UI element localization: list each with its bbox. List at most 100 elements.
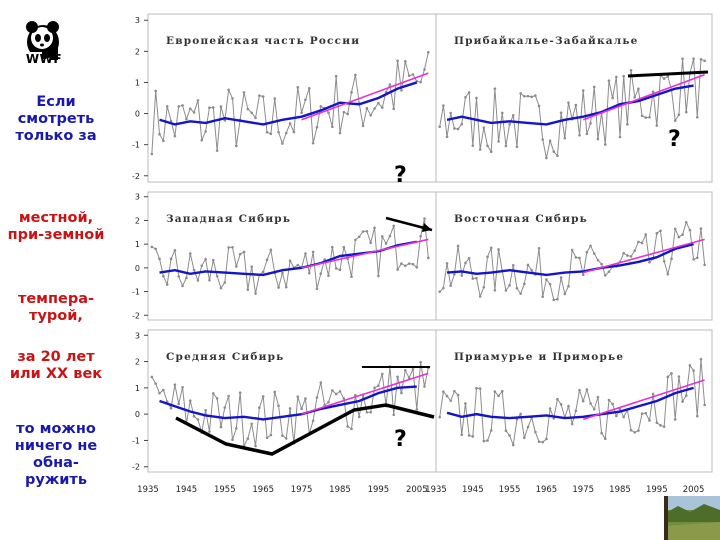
observed-point: [692, 57, 695, 60]
observed-point: [592, 407, 596, 411]
observed-point: [563, 136, 567, 140]
observed-point: [445, 135, 449, 139]
observed-point: [442, 390, 445, 393]
y-tick-label: 1: [135, 78, 140, 87]
observed-point: [607, 270, 611, 274]
observed-point: [384, 242, 388, 245]
observed-point: [154, 89, 157, 93]
panel-6: Приамурье и Приморье: [435, 329, 713, 473]
observed-point: [596, 395, 600, 399]
observed-point: [534, 430, 537, 434]
x-tick-label: 1975: [291, 485, 313, 495]
y-tick-label: -2: [132, 463, 140, 472]
annotation-arrow-head: [422, 223, 432, 232]
observed-point: [154, 247, 157, 251]
observed-point: [475, 96, 478, 100]
observed-point: [196, 99, 200, 102]
observed-point: [192, 111, 196, 114]
observed-point: [670, 257, 673, 261]
observed-point: [530, 95, 533, 99]
observed-point: [511, 113, 515, 117]
observed-point: [204, 257, 207, 261]
observed-point: [677, 235, 681, 239]
observed-point: [456, 244, 460, 248]
observed-point: [596, 137, 600, 141]
observed-point: [196, 418, 200, 421]
observed-point: [460, 274, 464, 277]
observed-point: [486, 144, 489, 148]
observed-point: [288, 407, 292, 410]
landscape-photo: [664, 496, 720, 540]
observed-point: [377, 101, 380, 105]
observed-point: [277, 286, 280, 289]
trend-line: [582, 238, 705, 274]
observed-point: [177, 105, 181, 108]
observed-point: [162, 139, 165, 143]
observed-point: [578, 133, 581, 137]
observed-point: [327, 111, 330, 115]
observed-point: [235, 265, 238, 268]
observed-point: [589, 402, 592, 405]
observed-point: [526, 263, 530, 267]
observed-point: [188, 107, 192, 111]
observed-point: [684, 110, 688, 114]
observed-point: [504, 429, 508, 433]
observed-point: [238, 252, 242, 256]
observed-point: [346, 112, 349, 116]
sidebar-text-period: за 20 лет или XX век: [9, 349, 103, 382]
observed-point: [211, 258, 215, 262]
panel-1: Европейская часть России 3 2 1 0 -1 -2: [132, 13, 437, 183]
observed-point: [269, 132, 273, 136]
observed-point: [231, 97, 234, 100]
observed-point: [622, 415, 625, 419]
observed-point: [640, 412, 644, 415]
observed-point: [208, 106, 211, 110]
observed-point: [304, 397, 307, 400]
observed-point: [493, 87, 497, 90]
observed-point: [456, 393, 460, 397]
observed-point: [292, 130, 296, 134]
observed-point: [177, 402, 181, 406]
observed-point: [388, 234, 392, 238]
observed-point: [261, 270, 265, 274]
observed-point: [511, 443, 515, 447]
panel-title: Прибайкалье-Забайкалье: [454, 35, 639, 47]
observed-point: [475, 386, 478, 390]
observed-point: [192, 415, 196, 418]
observed-point: [250, 265, 253, 268]
trend-line: [582, 73, 705, 121]
observed-point: [537, 246, 541, 250]
observed-point: [319, 272, 323, 275]
observed-point: [403, 60, 407, 63]
observed-point: [407, 74, 411, 77]
observed-point: [169, 406, 173, 410]
observed-point: [273, 390, 277, 394]
observed-point: [392, 107, 396, 111]
observed-point: [165, 105, 169, 108]
observed-point: [670, 372, 673, 375]
observed-point: [699, 227, 703, 230]
observed-point: [315, 125, 319, 129]
observed-point: [346, 425, 349, 428]
observed-point: [618, 135, 622, 139]
question-mark: ?: [394, 163, 407, 188]
observed-point: [219, 286, 223, 290]
observed-point: [500, 111, 504, 115]
y-tick-label: 2: [135, 358, 140, 367]
observed-point: [651, 392, 655, 396]
observed-point: [265, 258, 269, 262]
x-tick-label: 1935: [425, 485, 447, 495]
observed-point: [185, 117, 188, 121]
observed-point: [273, 97, 277, 100]
observed-point: [419, 360, 422, 364]
observed-point: [365, 106, 369, 110]
observed-point: [250, 422, 253, 426]
observed-point: [235, 144, 238, 148]
observed-point: [677, 375, 681, 378]
observed-point: [296, 263, 300, 267]
observed-point: [311, 419, 315, 423]
observed-point: [478, 148, 482, 151]
observed-point: [350, 275, 353, 279]
observed-point: [460, 433, 464, 436]
observed-point: [419, 80, 422, 84]
